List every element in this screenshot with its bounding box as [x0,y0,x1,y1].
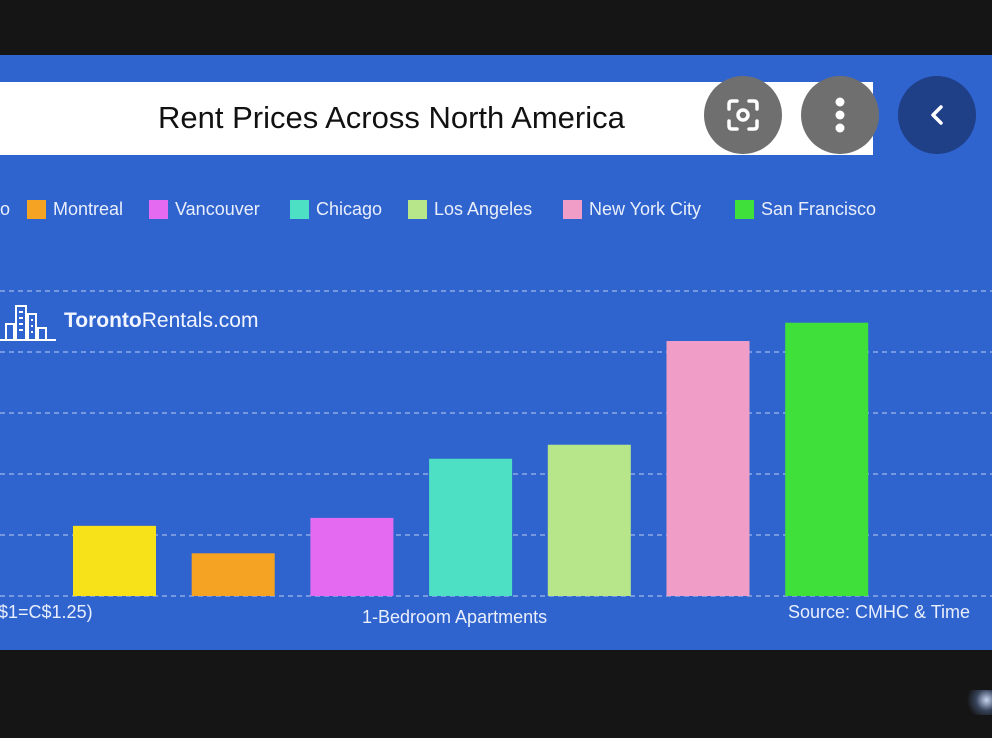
buildings-icon [0,305,56,341]
legend-label: Montreal [53,199,124,219]
bar-los-angeles [547,444,631,596]
x-axis-label: 1-Bedroom Apartments [362,607,548,627]
brand-text-bold: Toronto [64,309,142,332]
more-options-button[interactable] [801,76,879,154]
legend-swatch [149,200,168,219]
brand-text: TorontoRentals.com [64,309,258,333]
legend-swatch [408,200,427,219]
bottom-letterbox [0,650,992,738]
bar-vancouver [310,517,394,596]
bar-chicago [429,458,513,596]
top-letterbox [0,0,992,55]
legend-label: Chicago [316,199,383,219]
legend-swatch [27,200,46,219]
screen-glare [965,690,992,715]
brand-text-regular: Rentals.com [141,309,259,332]
google-lens-button[interactable] [704,76,782,154]
legend-label: Vancouver [175,199,260,219]
bar-new-york-city [666,341,750,596]
legend-swatch [290,200,309,219]
legend-label: Los Angeles [434,199,533,219]
plot-area [0,290,992,597]
chart-title: Rent Prices Across North America [158,100,625,135]
more-vert-icon [835,97,845,133]
bar-toronto [73,525,156,596]
bar-montreal [191,553,275,596]
brand-logo: TorontoRentals.com [0,302,300,346]
source-note: Source: CMHC & Time [788,602,971,622]
legend-swatch [735,200,754,219]
legend-label: San Francisco [761,199,877,219]
legend-swatch [563,200,582,219]
chevron-left-icon [931,105,943,125]
google-lens-icon [727,99,759,131]
bar-san-francisco [785,322,869,596]
back-button[interactable] [898,76,976,154]
legend-label: New York City [589,199,702,219]
legend-label: o [0,199,11,219]
exchange-rate-note: $1=C$1.25) [0,602,93,622]
